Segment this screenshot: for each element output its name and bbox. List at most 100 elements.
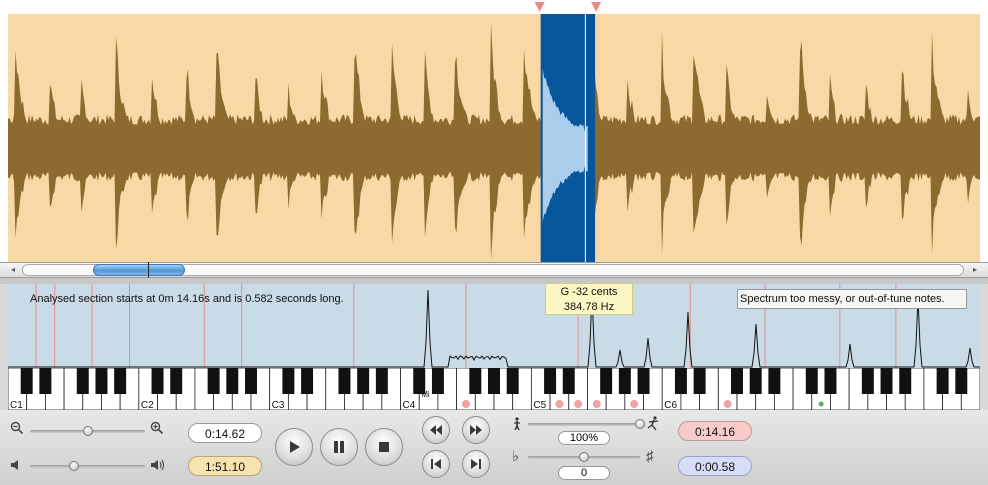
note-dot-green	[818, 401, 824, 407]
control-bar: 0:14.62 1:51.10 100% ♭ ♯ 0	[0, 410, 988, 485]
selection-waveform	[542, 68, 588, 223]
total-time-field[interactable]: 1:51.10	[188, 456, 262, 476]
scrollbar-thumb[interactable]	[93, 264, 185, 276]
volume-slider-knob[interactable]	[68, 461, 79, 471]
octave-label: C4	[403, 400, 416, 410]
stop-button[interactable]	[365, 428, 403, 466]
pause-button[interactable]	[320, 428, 358, 466]
black-key	[413, 368, 426, 394]
scroll-left-arrow-icon[interactable]: ◂	[10, 265, 15, 274]
zoom-in-icon[interactable]	[150, 421, 164, 435]
pitch-slider-knob[interactable]	[579, 452, 589, 462]
volume-slider-track[interactable]	[30, 465, 145, 468]
speed-slider-track[interactable]	[528, 423, 640, 426]
pane-divider[interactable]	[0, 278, 988, 284]
black-key	[824, 368, 837, 394]
elapsed-time-field[interactable]: 0:14.62	[188, 423, 262, 443]
black-key	[674, 368, 687, 394]
black-key	[20, 368, 33, 394]
black-key	[544, 368, 557, 394]
waveform-shape	[8, 21, 980, 260]
octave-label: C6	[664, 400, 677, 410]
pitch-value-field[interactable]: 0	[558, 466, 610, 480]
volume-high-icon[interactable]	[150, 458, 166, 472]
sharp-icon: ♯	[646, 448, 654, 465]
flat-icon: ♭	[512, 448, 520, 465]
skip-to-end-button[interactable]	[462, 450, 490, 478]
pitch-tooltip: G -32 cents 384.78 Hz	[545, 283, 633, 315]
note-dot	[592, 400, 601, 408]
spectrum-message: Spectrum too messy, or out-of-tune notes…	[737, 289, 967, 309]
black-key	[768, 368, 781, 394]
black-key	[114, 368, 127, 394]
black-key	[282, 368, 295, 394]
play-button[interactable]	[275, 428, 313, 466]
black-key	[301, 368, 314, 394]
zoom-out-icon[interactable]	[10, 421, 24, 435]
black-key	[731, 368, 743, 394]
analysis-info-text: Analysed section starts at 0m 14.16s and…	[30, 293, 344, 305]
note-dot	[555, 400, 564, 408]
black-key	[76, 368, 89, 394]
selection-start-marker	[534, 2, 545, 12]
black-key	[151, 368, 164, 394]
black-key	[618, 368, 631, 394]
black-key	[899, 368, 912, 394]
note-dot	[574, 400, 583, 408]
fast-forward-icon	[470, 425, 482, 435]
speed-slider-knob[interactable]	[635, 419, 645, 429]
black-key	[226, 368, 239, 394]
black-key	[245, 368, 257, 394]
waveform-graphic[interactable]	[0, 0, 988, 262]
rewind-icon	[430, 425, 442, 435]
black-key	[338, 368, 351, 394]
waveform-view[interactable]	[0, 0, 988, 262]
fast-forward-button[interactable]	[462, 416, 490, 444]
skip-to-start-button[interactable]	[422, 450, 450, 478]
pitch-note-label: G -32 cents	[560, 286, 618, 298]
scroll-position-marker	[148, 262, 149, 278]
spectrum-curve	[8, 289, 980, 368]
selection-length-field[interactable]: 0:00.58	[678, 456, 752, 476]
pause-icon	[334, 441, 344, 453]
rewind-button[interactable]	[422, 416, 450, 444]
black-key	[375, 368, 388, 394]
volume-low-icon[interactable]	[10, 458, 24, 472]
note-dot	[723, 400, 732, 408]
skip-back-icon	[431, 459, 441, 469]
black-key	[488, 368, 500, 394]
octave-label: C3	[272, 400, 285, 410]
black-key	[637, 368, 650, 394]
black-key	[693, 368, 706, 394]
selection-end-marker	[591, 2, 602, 12]
stop-icon	[379, 442, 389, 452]
black-key	[506, 368, 519, 394]
black-key	[805, 368, 818, 394]
selection-start-field[interactable]: 0:14.16	[678, 421, 752, 441]
black-key	[749, 368, 762, 394]
black-key	[936, 368, 949, 394]
walking-person-icon	[514, 417, 520, 431]
black-key	[469, 368, 482, 394]
black-key	[357, 368, 370, 394]
octave-label: C5	[533, 400, 546, 410]
speed-value-field[interactable]: 100%	[558, 431, 610, 445]
black-key	[207, 368, 220, 394]
black-key	[562, 368, 575, 394]
scrollbar-track[interactable]	[22, 264, 964, 276]
running-person-icon	[647, 416, 659, 431]
note-dot	[630, 400, 639, 408]
note-dot	[461, 400, 470, 408]
scroll-right-arrow-icon[interactable]: ▸	[972, 265, 977, 274]
black-key	[861, 368, 874, 394]
piano-keyboard[interactable]: C1 C2 C3 C4 C5 C6 Mi	[8, 368, 980, 410]
black-key	[170, 368, 183, 394]
black-key	[880, 368, 893, 394]
horizontal-scrollbar[interactable]: ◂ ▸	[0, 262, 988, 278]
pitch-frequency-label: 384.78 Hz	[563, 301, 615, 313]
octave-label: C1	[10, 400, 23, 410]
zoom-slider-knob[interactable]	[82, 426, 93, 436]
black-key	[95, 368, 108, 394]
black-key	[39, 368, 52, 394]
middle-c-label: Mi	[421, 390, 430, 399]
